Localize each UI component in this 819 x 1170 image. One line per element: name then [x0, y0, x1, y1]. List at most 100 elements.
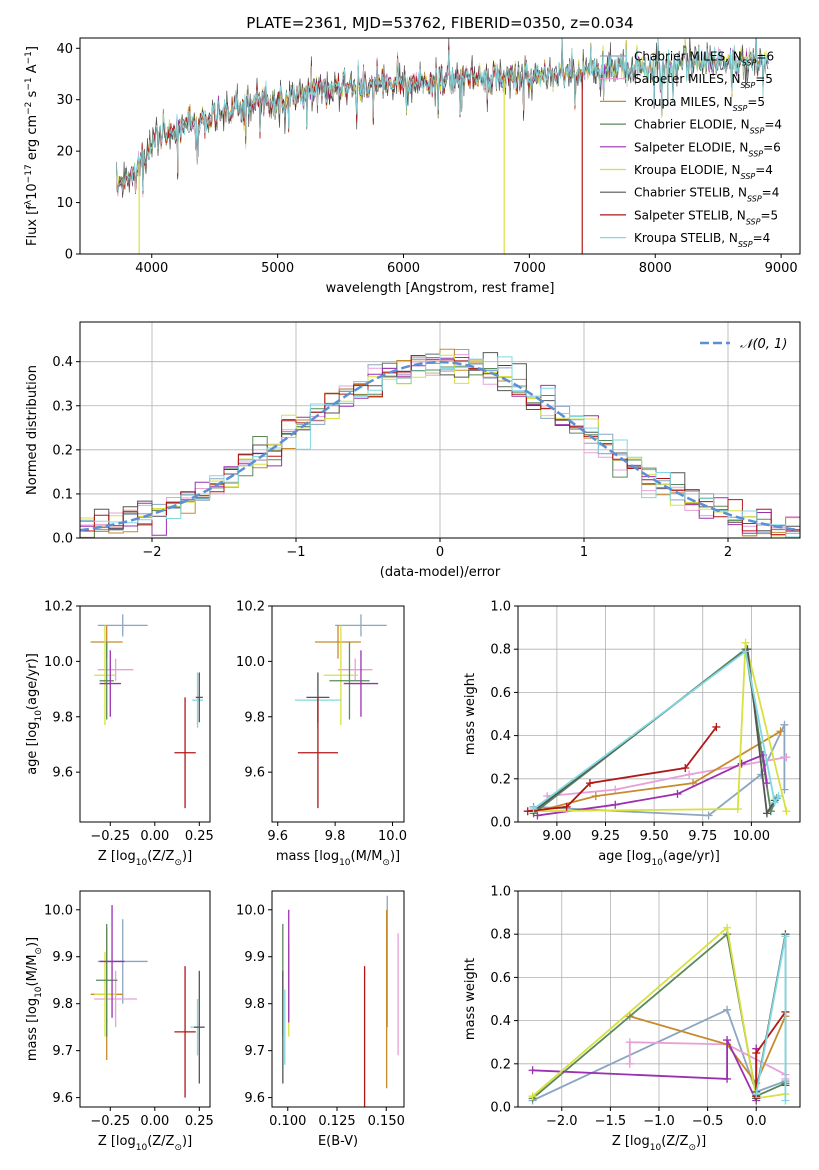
- series-marker: [781, 932, 790, 941]
- x-tick-label: 9.50: [640, 829, 669, 844]
- y-axis-label: mass [log10(M/M⊙)]: [25, 937, 44, 1061]
- axes-frame: [79, 605, 211, 823]
- x-axis-label: Z [log10(Z/Z⊙)]: [98, 1134, 192, 1153]
- y-tick-label: 10.0: [236, 655, 265, 670]
- y-tick-label: 9.8: [244, 710, 265, 725]
- x-tick-label: 9000: [765, 261, 798, 276]
- y-axis-label-part: 10: [34, 986, 44, 998]
- x-tick-label: 0.00: [140, 1114, 169, 1129]
- legend-label: Salpeter MILES, NSSP=5: [634, 72, 773, 90]
- axes-frame: [79, 37, 801, 255]
- series-marker: [723, 1036, 732, 1045]
- x-axis-label: mass [log10(M/M⊙)]: [276, 849, 400, 868]
- series-line-kroupa-elodie: [532, 925, 786, 1100]
- x-tick-label: 10.0: [378, 829, 407, 844]
- legend-text: Chabrier STELIB, N: [634, 186, 747, 200]
- axes-frame: [271, 605, 405, 823]
- legend-sub: SSP: [741, 81, 756, 90]
- y-axis-label: mass weight: [463, 673, 478, 755]
- series-marker: [529, 805, 538, 814]
- legend-sub: SSP: [746, 217, 761, 226]
- y-tick-label: 0.6: [490, 971, 511, 986]
- series-marker: [625, 1059, 634, 1068]
- legend-text: Chabrier MILES, N: [634, 50, 742, 64]
- plot-area: [528, 923, 790, 1105]
- series-marker: [782, 807, 791, 816]
- series-marker: [737, 759, 746, 768]
- legend-label: Chabrier STELIB, NSSP=4: [634, 186, 779, 204]
- panel-age-vs-mass: 9.6 9.8 10.0 9.6 9.8 10.0 10.2 mass [log10(M/M⊙…: [236, 600, 407, 869]
- x-tick-label: 9.6: [267, 829, 288, 844]
- y-tick-label: 30: [56, 93, 73, 108]
- series-line-kroupa-miles: [629, 1015, 787, 1085]
- plot-area: [80, 348, 800, 538]
- series-marker: [770, 798, 779, 807]
- x-axis-label-part: ⊙: [382, 858, 390, 868]
- y-tick-label: 0.0: [490, 1101, 511, 1116]
- y-tick-label: 40: [56, 42, 73, 57]
- y-axis-label: Normed distribution: [25, 365, 40, 495]
- plot-area: [294, 614, 387, 809]
- panel-weight-vs-age: 9.00 9.25 9.50 9.75 10.00 0.0 0.2 0.4 0.6 0.8 1.0 a…: [463, 600, 801, 868]
- legend-tail: =5: [760, 208, 778, 222]
- x-axis-label-part: 10: [136, 858, 148, 868]
- series-marker: [780, 720, 789, 729]
- y-tick-label: 9.6: [52, 766, 73, 781]
- spectrum-line-kroupa-stelib: [116, 38, 769, 194]
- y-tick-label: 0.4: [490, 1014, 511, 1029]
- legend-tail: =6: [756, 50, 774, 64]
- x-tick-label: −1.5: [595, 1114, 627, 1129]
- plot-area: [523, 638, 791, 820]
- x-tick-label: 0.150: [368, 1114, 405, 1129]
- series-marker: [611, 785, 620, 794]
- legend-text: Kroupa STELIB, N: [634, 231, 738, 245]
- y-tick-label: 10.2: [236, 600, 265, 615]
- series-marker: [611, 800, 620, 809]
- y-tick-label: 9.8: [52, 997, 73, 1012]
- panel-mass-vs-z: −0.25 0.00 0.259.69.79.89.910.0Z [log10(Z/…: [25, 890, 214, 1153]
- x-axis-label: Z [log10(Z/Z⊙)]: [98, 849, 192, 868]
- series-marker: [752, 1090, 761, 1099]
- x-tick-label: 2: [724, 545, 732, 560]
- series-marker: [781, 1096, 790, 1105]
- x-axis-label-part: ⊙: [688, 1143, 696, 1153]
- y-tick-label: 9.7: [52, 1044, 73, 1059]
- y-axis-label-part: age [log: [25, 722, 40, 775]
- series-marker: [681, 764, 690, 772]
- x-axis-label-part: )]: [390, 849, 400, 864]
- y-axis-label-part: 10: [25, 183, 40, 200]
- y-tick-label: 20: [56, 145, 73, 160]
- legend-sub: SSP: [748, 149, 763, 158]
- x-axis-label-part: (Z/Z: [147, 849, 174, 864]
- x-axis-label-part: 10: [339, 858, 351, 868]
- x-tick-label: 6000: [387, 261, 420, 276]
- panel-residuals: 𝒩(0, 1) −2 −1 0 1 2 0.0 0.1 0.2 0.3 0.4 (data-model…: [25, 321, 801, 580]
- spectrum-line-salpeter-stelib: [116, 38, 583, 195]
- y-tick-label: 1.0: [490, 885, 511, 900]
- y-tick-label: 9.9: [244, 950, 265, 965]
- legend-text: Kroupa ELODIE, N: [634, 163, 741, 177]
- legend-tail: =5: [755, 72, 773, 86]
- x-tick-label: 0: [436, 545, 444, 560]
- x-tick-label: −2: [142, 545, 161, 560]
- series-marker: [762, 779, 771, 788]
- y-axis-label-part: (M/M: [25, 955, 40, 987]
- legend-sub: SSP: [742, 58, 757, 67]
- x-tick-label: −0.25: [90, 829, 130, 844]
- legend-label: Kroupa ELODIE, NSSP=4: [634, 163, 773, 181]
- y-tick-label: 9.9: [52, 950, 73, 965]
- y-tick-label: 0.8: [490, 643, 511, 658]
- x-axis-label-part: )]: [696, 1134, 706, 1149]
- x-axis-label-part: (age/yr)]: [663, 849, 720, 864]
- legend-text: Chabrier ELODIE, N: [634, 118, 750, 132]
- legend-text: Salpeter ELODIE, N: [634, 140, 748, 154]
- legend-sub: SSP: [750, 126, 765, 135]
- legend-tail: =6: [763, 140, 781, 154]
- y-axis-label-part: s: [25, 90, 40, 101]
- x-axis-label-part: )]: [182, 1134, 192, 1149]
- series-marker: [591, 792, 600, 801]
- legend-tail: =4: [753, 231, 771, 245]
- series-line-chabrier-miles: [533, 724, 786, 817]
- series-marker: [625, 1038, 634, 1047]
